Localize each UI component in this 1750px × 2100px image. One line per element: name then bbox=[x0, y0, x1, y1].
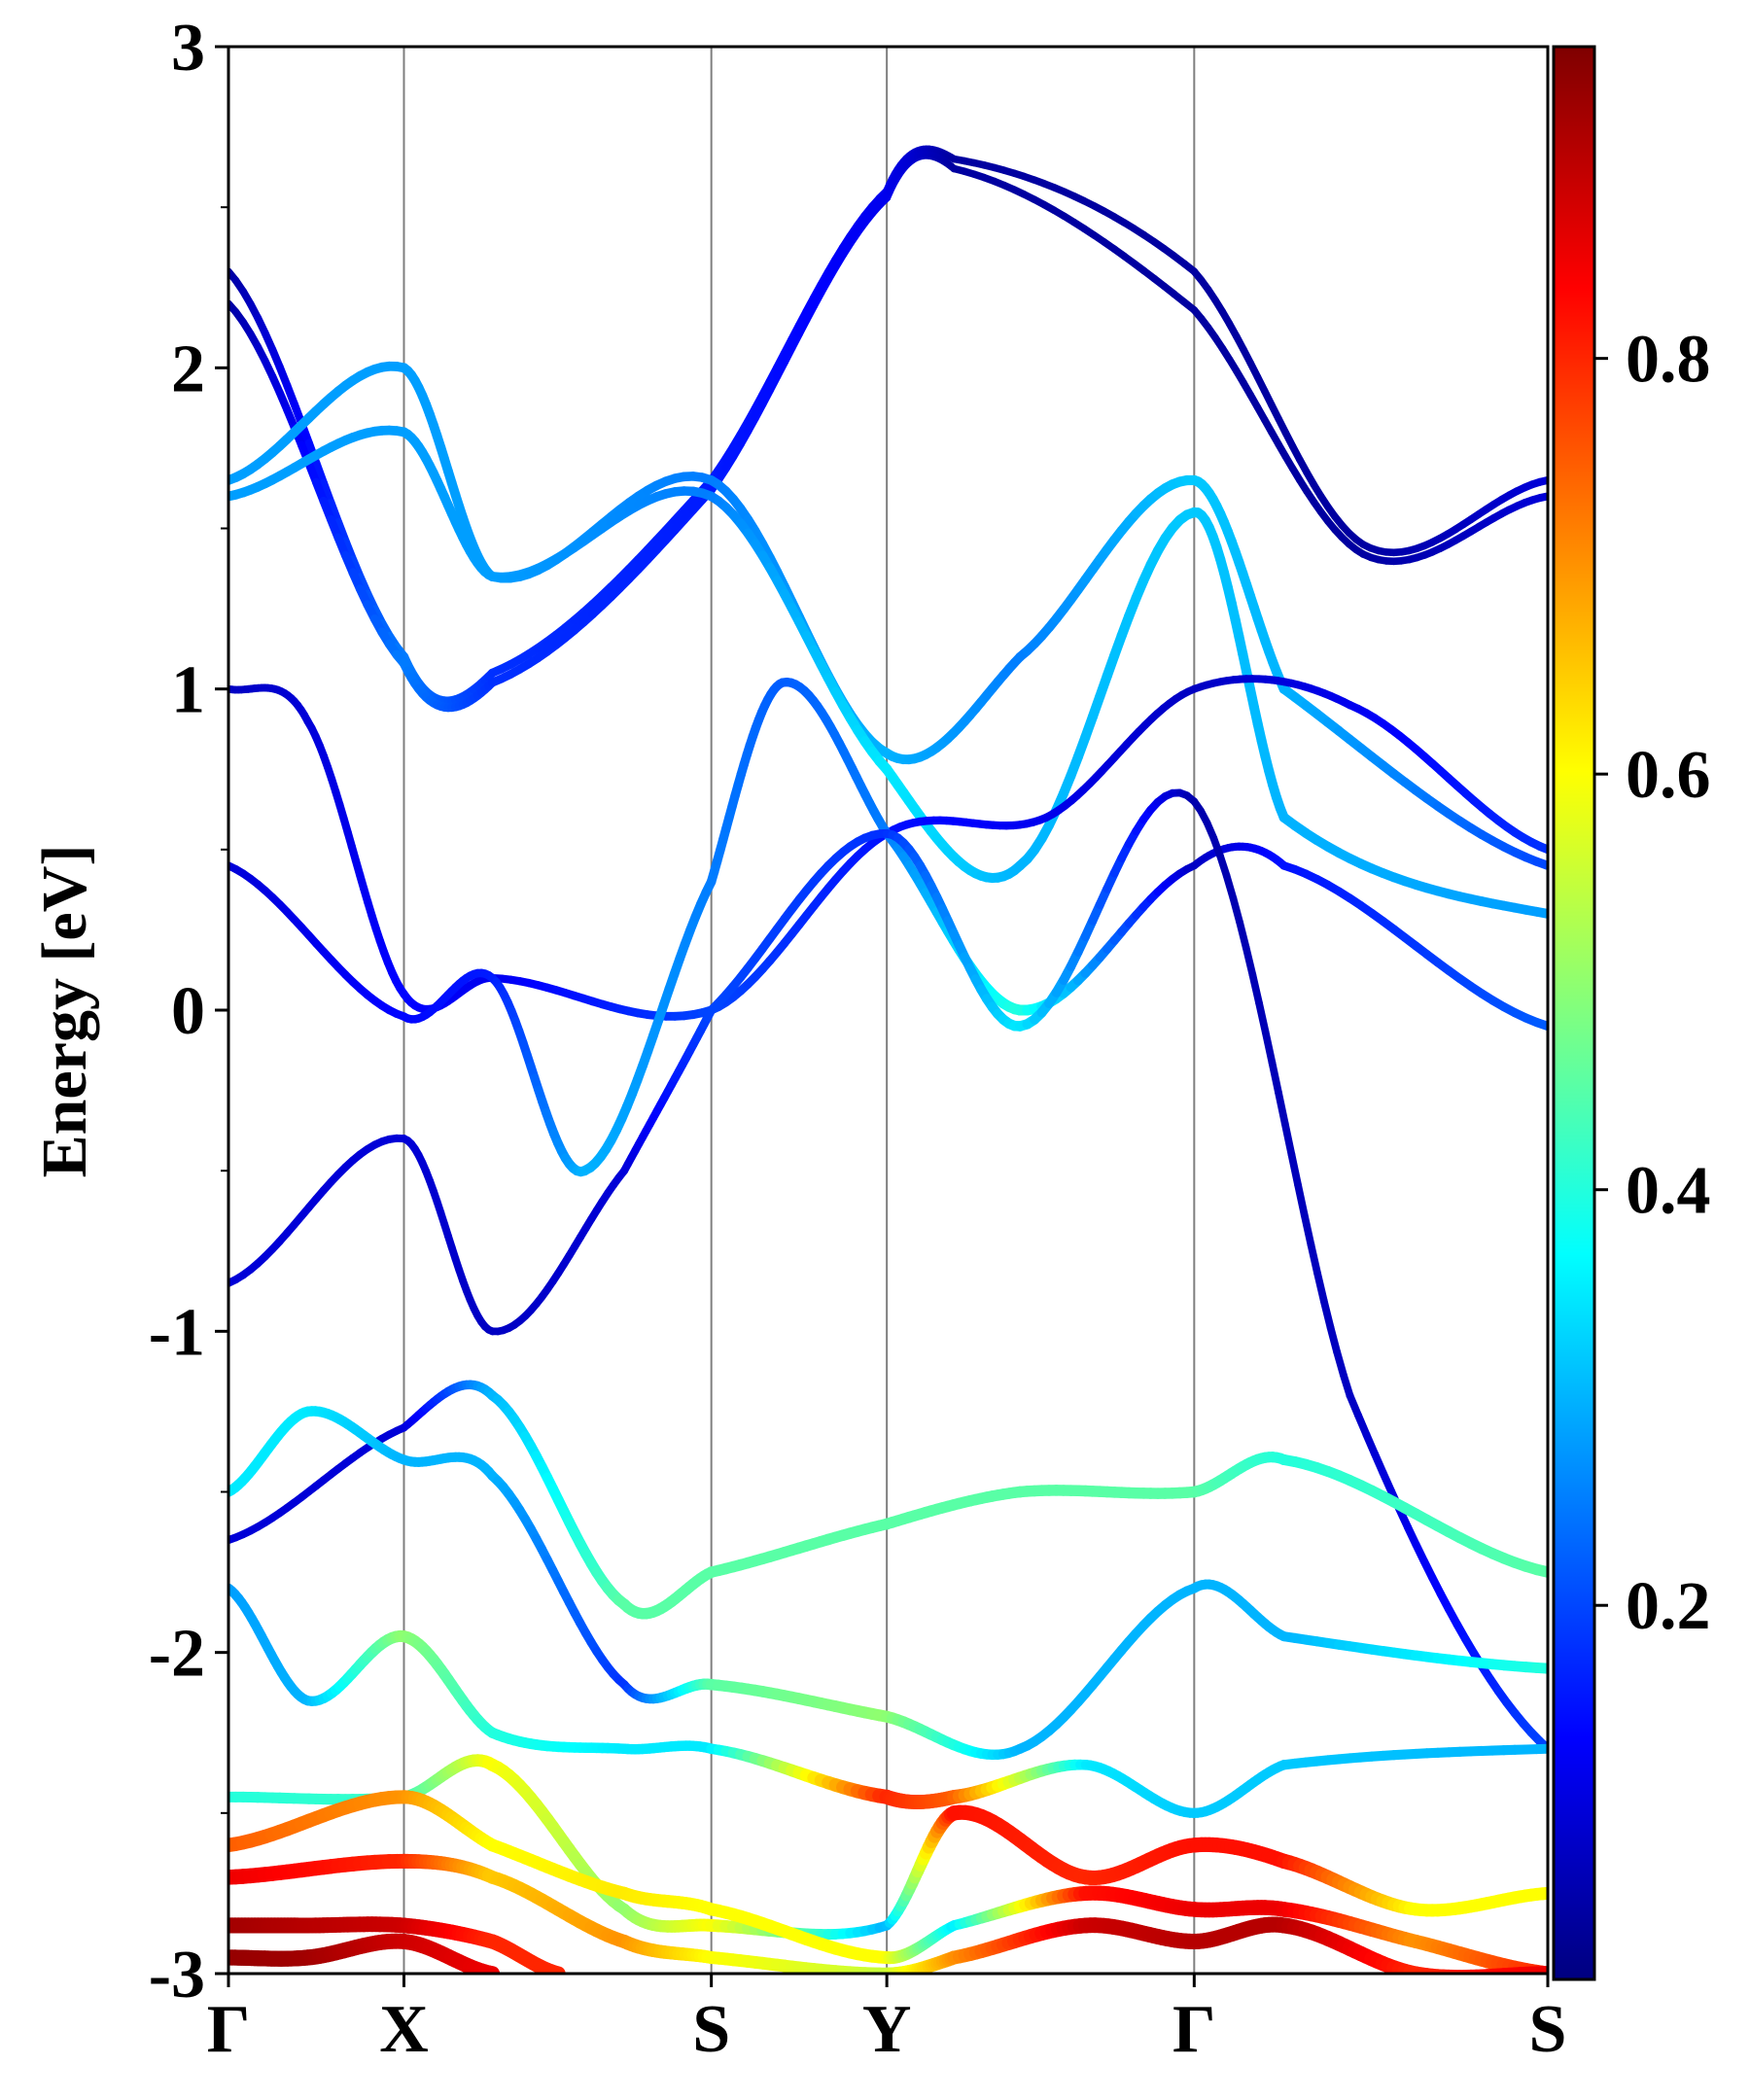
band-line bbox=[228, 151, 1548, 713]
band-segment bbox=[1313, 1269, 1328, 1306]
y-tick-label: -3 bbox=[149, 1938, 205, 2012]
band-segment bbox=[1268, 1058, 1282, 1097]
x-tick-label: Y bbox=[862, 1992, 912, 2067]
band-line bbox=[228, 425, 1548, 919]
band-segment bbox=[1300, 1211, 1315, 1249]
band-segment bbox=[1261, 1028, 1277, 1067]
y-tick-label: 2 bbox=[171, 332, 205, 406]
band-segment bbox=[1248, 970, 1263, 1007]
band-segment bbox=[1326, 1323, 1341, 1356]
colorbar-tick-label: 0.4 bbox=[1626, 1154, 1711, 1229]
band-segment bbox=[1229, 893, 1243, 927]
band-line bbox=[228, 1916, 566, 1974]
y-tick-label: 3 bbox=[171, 11, 205, 86]
high-symmetry-lines bbox=[402, 47, 1196, 1974]
band-segment bbox=[1242, 943, 1257, 979]
band-line bbox=[228, 1853, 1548, 1974]
band-segment bbox=[1255, 998, 1270, 1036]
band-segment bbox=[1532, 857, 1548, 870]
x-tick-label: S bbox=[692, 1992, 730, 2067]
band-segment bbox=[1294, 1180, 1309, 1219]
x-tick-label: S bbox=[1529, 1992, 1567, 2067]
y-axis: 3 2 1 0 -1 -2 -3 bbox=[149, 11, 228, 2012]
band-line bbox=[228, 1790, 1548, 1974]
x-tick-label: Γ bbox=[1172, 1992, 1216, 2067]
band-segment bbox=[1287, 1150, 1302, 1189]
colorbar-tick-label: 0.6 bbox=[1626, 738, 1711, 813]
colorbar-gradient bbox=[1552, 45, 1596, 1981]
colorbar: 0.8 0.6 0.4 0.2 bbox=[1552, 45, 1711, 1981]
band-line bbox=[228, 1583, 1548, 1818]
x-tick-label: X bbox=[379, 1992, 429, 2067]
y-tick-label: 0 bbox=[171, 974, 205, 1049]
band-line bbox=[228, 145, 1548, 706]
band-segment bbox=[1275, 1089, 1289, 1128]
band-segment bbox=[1530, 1563, 1548, 1578]
band-segment bbox=[1532, 1018, 1548, 1032]
colorbar-tick-label: 0.2 bbox=[1626, 1569, 1711, 1644]
bands bbox=[228, 145, 1548, 1974]
colorbar-ticks: 0.8 0.6 0.4 0.2 bbox=[1594, 323, 1711, 1644]
y-tick-label: -1 bbox=[149, 1295, 205, 1370]
band-segment bbox=[1531, 1662, 1548, 1674]
band-line bbox=[228, 1933, 501, 1974]
y-tick-label: -2 bbox=[149, 1617, 205, 1692]
colorbar-tick-label: 0.8 bbox=[1626, 323, 1711, 398]
band-segment bbox=[1236, 918, 1250, 952]
band-line bbox=[228, 675, 1548, 1021]
band-line bbox=[228, 1380, 1548, 1620]
band-segment bbox=[1319, 1297, 1335, 1331]
band-segment bbox=[1333, 1348, 1348, 1379]
band-line bbox=[228, 1406, 1548, 1761]
band-segment bbox=[1307, 1241, 1321, 1278]
x-tick-label: Γ bbox=[207, 1992, 251, 2067]
band-segment bbox=[1280, 1119, 1296, 1159]
y-axis-title: Energy [eV] bbox=[29, 845, 100, 1178]
y-tick-label: 1 bbox=[171, 653, 205, 728]
band-segment bbox=[1531, 906, 1548, 919]
band-segment bbox=[1222, 872, 1238, 902]
band-line bbox=[228, 788, 1548, 1754]
